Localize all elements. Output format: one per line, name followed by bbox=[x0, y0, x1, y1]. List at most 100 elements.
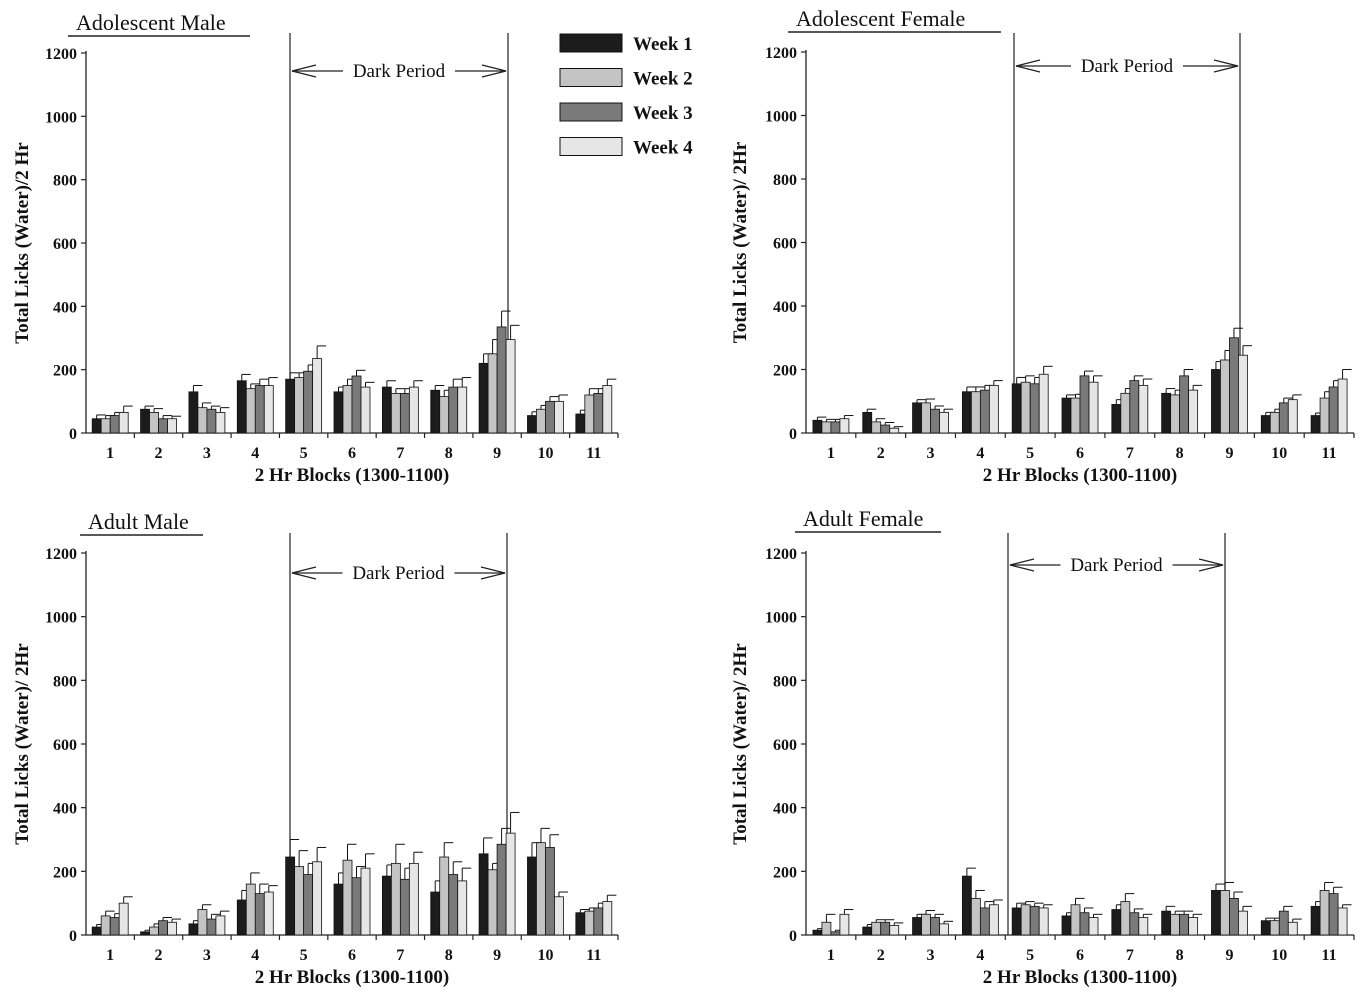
x-tick-label: 3 bbox=[927, 445, 935, 462]
dark-period-arrowhead-left bbox=[1015, 59, 1041, 73]
y-tick-label: 1000 bbox=[45, 610, 77, 627]
panel-adult-female: Adult Female 0 200 400 600 800 1000 1200 1 2 3 4 5 6 7… bbox=[730, 506, 1355, 988]
dark-period-label: Dark Period bbox=[1070, 555, 1163, 576]
bar-week-4-block-11 bbox=[1337, 907, 1348, 936]
bar-week-3-block-3 bbox=[206, 918, 217, 936]
bar-week-4-block-4 bbox=[263, 891, 274, 936]
bar-week-3-block-11 bbox=[593, 907, 604, 936]
bar-week-3-block-8 bbox=[1179, 375, 1190, 434]
y-tick-label: 1000 bbox=[45, 109, 77, 126]
bar-week-1-block-7 bbox=[381, 386, 392, 434]
dark-period-arrowhead-left bbox=[1009, 558, 1035, 572]
bar-week-2-block-6 bbox=[1070, 904, 1081, 936]
bar-week-2-block-8 bbox=[439, 396, 450, 434]
bar-week-2-block-4 bbox=[970, 391, 981, 434]
y-tick-label: 1200 bbox=[765, 45, 797, 62]
x-tick-label: 4 bbox=[976, 445, 984, 462]
bar-week-3-block-2 bbox=[880, 424, 891, 434]
bar-week-3-block-3 bbox=[930, 917, 940, 936]
x-tick-label: 2 bbox=[877, 947, 885, 964]
bar-week-3-block-11 bbox=[1328, 386, 1339, 434]
bar-week-4-block-8 bbox=[457, 880, 468, 936]
bar-week-4-block-3 bbox=[215, 915, 226, 936]
x-tick-label: 5 bbox=[300, 947, 308, 964]
x-tick-label: 1 bbox=[106, 445, 114, 462]
bar-week-2-block-5 bbox=[1020, 381, 1031, 434]
bar-week-2-block-8 bbox=[1170, 913, 1181, 936]
bar-week-2-block-3 bbox=[197, 407, 208, 434]
bar-week-1-block-10 bbox=[527, 856, 537, 936]
bar-week-1-block-9 bbox=[478, 853, 489, 936]
x-tick-label: 3 bbox=[927, 947, 935, 964]
bar-week-3-block-1 bbox=[830, 421, 841, 434]
bar-week-1-block-3 bbox=[188, 923, 199, 936]
y-tick-label: 600 bbox=[53, 236, 77, 253]
bar-week-2-block-2 bbox=[871, 921, 882, 936]
x-tick-label: 7 bbox=[396, 445, 404, 462]
bar-week-1-block-1 bbox=[91, 418, 102, 434]
y-tick-label: 400 bbox=[53, 299, 77, 316]
y-axis-label: Total Licks (Water)/2 Hr bbox=[12, 142, 33, 344]
bar-week-1-block-4 bbox=[236, 380, 247, 434]
bar-week-4-block-4 bbox=[988, 904, 999, 936]
bar-week-1-block-9 bbox=[1211, 369, 1221, 434]
y-tick-label: 1200 bbox=[765, 546, 797, 563]
bar-week-2-block-4 bbox=[970, 897, 981, 936]
x-tick-label: 6 bbox=[1076, 445, 1084, 462]
y-tick-label: 200 bbox=[53, 363, 77, 380]
bar-week-2-block-6 bbox=[342, 385, 353, 434]
bar-week-2-block-9 bbox=[1220, 890, 1230, 936]
bar-week-4-block-11 bbox=[602, 385, 613, 434]
y-tick-label: 200 bbox=[53, 864, 77, 881]
legend-swatch-week-4 bbox=[559, 137, 623, 156]
bar-week-4-block-7 bbox=[1138, 917, 1149, 936]
bar-week-2-block-5 bbox=[1020, 904, 1031, 936]
bar-week-3-block-6 bbox=[351, 375, 362, 434]
bar-week-1-block-5 bbox=[285, 856, 296, 936]
bar-week-2-block-1 bbox=[821, 421, 832, 434]
bar-week-3-block-2 bbox=[158, 418, 168, 434]
bar-week-1-block-10 bbox=[1260, 415, 1271, 434]
bar-week-2-block-9 bbox=[487, 869, 498, 936]
bar-week-3-block-5 bbox=[303, 874, 314, 936]
y-tick-label: 600 bbox=[773, 737, 797, 754]
bar-week-3-block-10 bbox=[1278, 402, 1289, 434]
x-tick-label: 11 bbox=[586, 445, 601, 462]
bar-week-2-block-8 bbox=[1170, 394, 1181, 434]
x-tick-label: 2 bbox=[877, 445, 885, 462]
panel-title: Adult Male bbox=[88, 509, 189, 534]
bar-week-3-block-1 bbox=[109, 415, 120, 434]
bar-week-3-block-9 bbox=[1229, 337, 1239, 434]
legend-swatch-week-3 bbox=[559, 102, 623, 122]
bar-week-1-block-5 bbox=[1011, 907, 1022, 936]
bar-week-1-block-6 bbox=[333, 391, 344, 434]
y-tick-label: 200 bbox=[773, 864, 797, 881]
x-tick-label: 8 bbox=[445, 947, 453, 964]
bar-week-4-block-5 bbox=[1038, 373, 1049, 434]
bar-week-3-block-4 bbox=[979, 907, 990, 936]
bar-week-4-block-8 bbox=[1188, 389, 1199, 434]
bar-week-1-block-10 bbox=[1260, 920, 1271, 936]
bar-week-1-block-3 bbox=[912, 402, 922, 434]
y-tick-label: 800 bbox=[773, 172, 797, 189]
panel-title: Adult Female bbox=[803, 506, 923, 531]
x-axis-label: 2 Hr Blocks (1300-1100) bbox=[255, 967, 449, 988]
bar-week-3-block-5 bbox=[1029, 383, 1040, 434]
bar-week-2-block-4 bbox=[245, 883, 256, 936]
bar-week-3-block-6 bbox=[1079, 912, 1090, 936]
x-tick-label: 11 bbox=[586, 947, 601, 964]
y-tick-label: 1000 bbox=[765, 109, 797, 126]
bar-week-1-block-9 bbox=[478, 362, 489, 434]
bar-week-4-block-10 bbox=[554, 896, 564, 936]
bar-week-4-block-11 bbox=[602, 901, 613, 936]
bar-week-2-block-9 bbox=[487, 353, 498, 434]
bar-week-1-block-10 bbox=[527, 415, 537, 434]
legend-swatch-week-1 bbox=[559, 33, 623, 53]
x-tick-label: 10 bbox=[537, 445, 553, 462]
panel-title: Adolescent Male bbox=[76, 10, 226, 35]
x-tick-label: 5 bbox=[300, 445, 308, 462]
bar-week-3-block-8 bbox=[448, 386, 459, 434]
bar-week-3-block-1 bbox=[109, 917, 120, 936]
bar-week-4-block-3 bbox=[939, 411, 949, 434]
bar-week-3-block-4 bbox=[254, 893, 265, 936]
